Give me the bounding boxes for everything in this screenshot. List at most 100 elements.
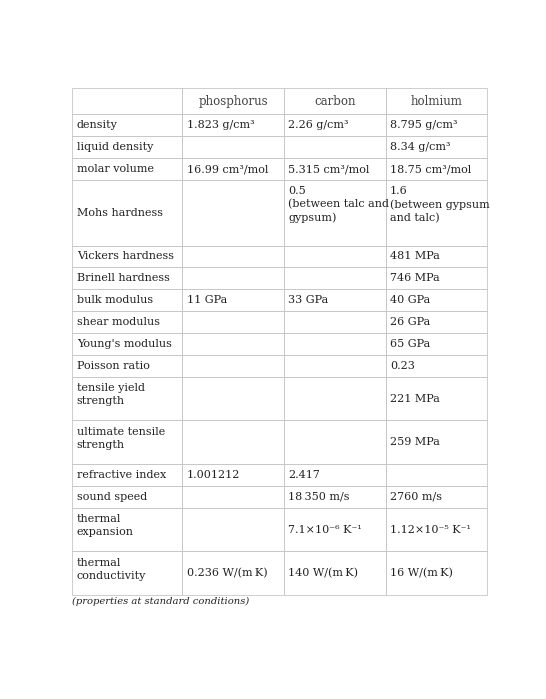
Bar (284, 245, 385, 268)
Text: Vickers hardness: Vickers hardness (76, 252, 174, 261)
Bar (182, 88, 284, 115)
Bar (284, 420, 385, 464)
Text: 221 MPa: 221 MPa (390, 394, 440, 403)
Text: 1.12×10⁻⁵ K⁻¹: 1.12×10⁻⁵ K⁻¹ (390, 525, 471, 535)
Bar (73, 333, 182, 355)
Bar (284, 486, 385, 507)
Bar (73, 289, 182, 311)
Bar (284, 268, 385, 289)
Bar (284, 136, 385, 158)
Bar (385, 377, 487, 420)
Bar (182, 311, 284, 333)
Text: liquid density: liquid density (76, 142, 153, 152)
Text: shear modulus: shear modulus (76, 317, 160, 327)
Bar (284, 88, 385, 115)
Bar (284, 158, 385, 180)
Bar (182, 268, 284, 289)
Text: 8.795 g/cm³: 8.795 g/cm³ (390, 120, 458, 130)
Text: 26 GPa: 26 GPa (390, 317, 430, 327)
Text: 33 GPa: 33 GPa (288, 295, 329, 305)
Text: 18.75 cm³/mol: 18.75 cm³/mol (390, 164, 471, 174)
Bar (182, 245, 284, 268)
Bar (284, 552, 385, 595)
Text: holmium: holmium (411, 95, 462, 108)
Bar (182, 115, 284, 136)
Bar (73, 377, 182, 420)
Text: Young's modulus: Young's modulus (76, 339, 171, 349)
Text: 18 350 m/s: 18 350 m/s (288, 492, 349, 502)
Text: sound speed: sound speed (76, 492, 147, 502)
Bar (182, 158, 284, 180)
Text: 40 GPa: 40 GPa (390, 295, 430, 305)
Bar (385, 507, 487, 552)
Bar (284, 333, 385, 355)
Text: 140 W/(m K): 140 W/(m K) (288, 568, 358, 579)
Bar (284, 507, 385, 552)
Bar (182, 136, 284, 158)
Bar (182, 180, 284, 245)
Bar (385, 420, 487, 464)
Text: 2.417: 2.417 (288, 470, 320, 480)
Bar (182, 486, 284, 507)
Bar (182, 333, 284, 355)
Text: 16 W/(m K): 16 W/(m K) (390, 568, 453, 579)
Bar (73, 180, 182, 245)
Bar (182, 355, 284, 377)
Text: 5.315 cm³/mol: 5.315 cm³/mol (288, 164, 370, 174)
Bar (182, 464, 284, 486)
Text: refractive index: refractive index (76, 470, 166, 480)
Bar (73, 268, 182, 289)
Text: Brinell hardness: Brinell hardness (76, 273, 170, 283)
Bar (73, 355, 182, 377)
Bar (385, 245, 487, 268)
Bar (385, 289, 487, 311)
Bar (73, 115, 182, 136)
Text: 746 MPa: 746 MPa (390, 273, 440, 283)
Bar (385, 464, 487, 486)
Text: ultimate tensile
strength: ultimate tensile strength (76, 427, 165, 449)
Bar (73, 311, 182, 333)
Bar (284, 180, 385, 245)
Bar (182, 420, 284, 464)
Bar (73, 464, 182, 486)
Text: 2.26 g/cm³: 2.26 g/cm³ (288, 120, 349, 130)
Bar (182, 552, 284, 595)
Text: bulk modulus: bulk modulus (76, 295, 153, 305)
Bar (284, 115, 385, 136)
Text: 0.5
(between talc and
gypsum): 0.5 (between talc and gypsum) (288, 187, 389, 223)
Text: Poisson ratio: Poisson ratio (76, 361, 150, 370)
Text: 0.236 W/(m K): 0.236 W/(m K) (187, 568, 267, 579)
Bar (182, 377, 284, 420)
Bar (385, 311, 487, 333)
Text: tensile yield
strength: tensile yield strength (76, 383, 145, 406)
Text: 1.823 g/cm³: 1.823 g/cm³ (187, 120, 254, 130)
Bar (284, 355, 385, 377)
Bar (73, 552, 182, 595)
Bar (73, 158, 182, 180)
Text: 11 GPa: 11 GPa (187, 295, 227, 305)
Bar (73, 136, 182, 158)
Text: 8.34 g/cm³: 8.34 g/cm³ (390, 142, 450, 152)
Text: (properties at standard conditions): (properties at standard conditions) (73, 598, 250, 607)
Bar (385, 136, 487, 158)
Bar (73, 88, 182, 115)
Bar (182, 507, 284, 552)
Bar (385, 355, 487, 377)
Text: 65 GPa: 65 GPa (390, 339, 430, 349)
Text: 1.001212: 1.001212 (187, 470, 240, 480)
Bar (284, 464, 385, 486)
Text: thermal
expansion: thermal expansion (76, 514, 134, 537)
Bar (385, 486, 487, 507)
Text: 481 MPa: 481 MPa (390, 252, 440, 261)
Bar (284, 377, 385, 420)
Text: density: density (76, 120, 117, 130)
Bar (385, 333, 487, 355)
Bar (73, 486, 182, 507)
Bar (73, 420, 182, 464)
Bar (73, 245, 182, 268)
Bar (385, 180, 487, 245)
Bar (385, 88, 487, 115)
Text: Mohs hardness: Mohs hardness (76, 208, 163, 218)
Bar (385, 268, 487, 289)
Text: thermal
conductivity: thermal conductivity (76, 558, 146, 581)
